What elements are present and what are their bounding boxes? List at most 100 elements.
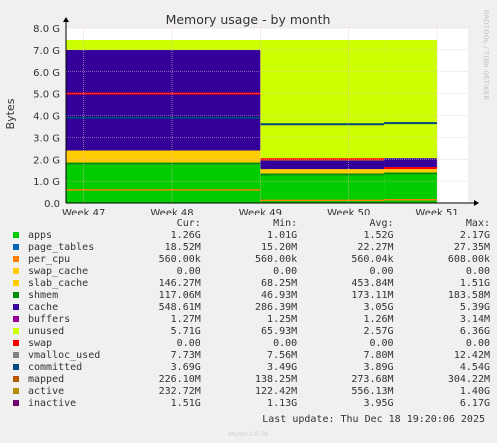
legend-row-swap-cache: swap_cache 0.00 0.00 0.00 0.00 bbox=[10, 266, 490, 278]
legend-min-value: 15.20M bbox=[261, 242, 298, 253]
chart-title: Memory usage - by month bbox=[166, 12, 331, 27]
legend-name: active bbox=[10, 386, 142, 398]
legend-swatch bbox=[13, 327, 19, 334]
legend-label: apps bbox=[28, 230, 53, 241]
legend-cur-value: 5.71G bbox=[170, 326, 201, 337]
area-shmem bbox=[66, 162, 270, 165]
legend-label: swap bbox=[28, 338, 53, 349]
legend-min-value: 68.25M bbox=[261, 278, 298, 289]
area-shmem bbox=[384, 172, 438, 175]
legend-max-value: 304.22M bbox=[447, 374, 490, 385]
legend-name: vmalloc_used bbox=[10, 350, 142, 362]
legend-label: vmalloc_used bbox=[28, 350, 101, 361]
legend-avg-value: 1.52G bbox=[363, 230, 394, 241]
legend-cur-value: 548.61M bbox=[158, 302, 201, 313]
legend-avg-value: 7.80M bbox=[363, 350, 394, 361]
legend-header-max: Max: bbox=[465, 218, 490, 229]
legend-avg-value: 560.04k bbox=[351, 254, 394, 265]
legend-row-mapped: mapped 226.10M 138.25M 273.68M 304.22M bbox=[10, 374, 490, 386]
y-tick-label: 4.0 G bbox=[33, 112, 60, 123]
legend-swatch bbox=[13, 387, 19, 394]
y-tick-label: 0.0 bbox=[44, 199, 60, 210]
legend-max-value: 12.42M bbox=[453, 350, 490, 361]
legend-name: slab_cache bbox=[10, 278, 142, 290]
legend-max-value: 4.54G bbox=[459, 362, 490, 373]
legend-avg-value: 2.57G bbox=[363, 326, 394, 337]
legend-cur-value: 146.27M bbox=[158, 278, 201, 289]
legend-label: active bbox=[28, 386, 65, 397]
legend-header-min: Min: bbox=[273, 218, 298, 229]
legend-name: per_cpu bbox=[10, 254, 142, 266]
legend-cur-value: 226.10M bbox=[158, 374, 201, 385]
legend-header-cur: Cur: bbox=[176, 218, 201, 229]
area-slab-cache bbox=[384, 169, 438, 173]
legend-swatch bbox=[13, 279, 19, 286]
legend-label: slab_cache bbox=[28, 278, 89, 289]
legend-max-value: 27.35M bbox=[453, 242, 490, 253]
x-axis-ticks: Week 47 Week 48 Week 49 Week 50 Week 51 bbox=[62, 208, 459, 215]
legend-cur-value: 560.00k bbox=[158, 254, 201, 265]
legend-swatch bbox=[13, 375, 19, 382]
x-tick-label: Week 47 bbox=[62, 208, 105, 215]
rrdtool-watermark: RRDTOOL / TOBI OETIKER bbox=[482, 10, 490, 101]
munin-version: Munin 2.0.76 bbox=[228, 431, 269, 438]
legend-min-value: 0.00 bbox=[273, 266, 298, 277]
legend-name: unused bbox=[10, 326, 142, 338]
legend-avg-value: 3.89G bbox=[363, 362, 394, 373]
legend-name: swap bbox=[10, 338, 142, 350]
legend-cur-value: 7.73M bbox=[170, 350, 201, 361]
legend-swatch bbox=[13, 399, 19, 406]
legend-label: mapped bbox=[28, 374, 65, 385]
legend-name: committed bbox=[10, 362, 142, 374]
legend-min-value: 1.13G bbox=[267, 398, 298, 409]
legend-name: mapped bbox=[10, 374, 142, 386]
y-tick-label: 8.0 G bbox=[33, 24, 60, 35]
area-cache bbox=[260, 160, 385, 170]
x-axis-arrow bbox=[474, 200, 479, 206]
legend-name: buffers bbox=[10, 314, 142, 326]
area-slab-cache bbox=[66, 150, 270, 163]
area-unused bbox=[66, 40, 270, 50]
area-apps bbox=[260, 175, 385, 203]
legend-label: shmem bbox=[28, 290, 59, 301]
legend-min-value: 0.00 bbox=[273, 338, 298, 349]
legend-avg-value: 273.68M bbox=[351, 374, 394, 385]
y-tick-label: 1.0 G bbox=[33, 177, 60, 188]
legend-name: apps bbox=[10, 230, 142, 242]
legend-cur-value: 0.00 bbox=[176, 266, 201, 277]
legend-max-value: 6.36G bbox=[459, 326, 490, 337]
legend-header-blank bbox=[10, 218, 142, 230]
legend-min-value: 560.00k bbox=[255, 254, 298, 265]
legend-row-cache: cache 548.61M 286.39M 3.05G 5.39G bbox=[10, 302, 490, 314]
legend-header-avg: Avg: bbox=[369, 218, 394, 229]
legend-min-value: 1.25M bbox=[267, 314, 298, 325]
area-apps bbox=[384, 174, 438, 203]
legend-min-value: 3.49G bbox=[267, 362, 298, 373]
legend-row-committed: committed 3.69G 3.49G 3.89G 4.54G bbox=[10, 362, 490, 374]
legend-swatch bbox=[13, 267, 19, 274]
area-cache bbox=[66, 49, 270, 151]
legend-max-value: 0.00 bbox=[465, 266, 490, 277]
area-unused bbox=[260, 40, 385, 161]
legend-min-value: 65.93M bbox=[261, 326, 298, 337]
legend-avg-value: 453.84M bbox=[351, 278, 394, 289]
segment-1 bbox=[260, 40, 385, 203]
legend-row-apps: apps 1.26G 1.01G 1.52G 2.17G bbox=[10, 230, 490, 242]
legend-row-vmalloc-used: vmalloc_used 7.73M 7.56M 7.80M 12.42M bbox=[10, 350, 490, 362]
legend-min-value: 46.93M bbox=[261, 290, 298, 301]
segment-0 bbox=[66, 40, 270, 203]
legend-avg-value: 0.00 bbox=[369, 338, 394, 349]
legend-cur-value: 18.52M bbox=[164, 242, 201, 253]
legend-row-buffers: buffers 1.27M 1.25M 1.26M 3.14M bbox=[10, 314, 490, 326]
x-tick-label: Week 50 bbox=[327, 208, 370, 215]
legend-label: cache bbox=[28, 302, 59, 313]
legend-name: page_tables bbox=[10, 242, 142, 254]
legend-swatch bbox=[13, 351, 19, 358]
area-slab-cache bbox=[260, 169, 385, 174]
legend-swatch bbox=[13, 363, 19, 370]
legend-swatch bbox=[13, 255, 19, 262]
legend-avg-value: 0.00 bbox=[369, 266, 394, 277]
legend-row-slab-cache: slab_cache 146.27M 68.25M 453.84M 1.51G bbox=[10, 278, 490, 290]
legend-row-inactive: inactive 1.51G 1.13G 3.95G 6.17G bbox=[10, 398, 490, 410]
legend-avg-value: 173.11M bbox=[351, 290, 394, 301]
